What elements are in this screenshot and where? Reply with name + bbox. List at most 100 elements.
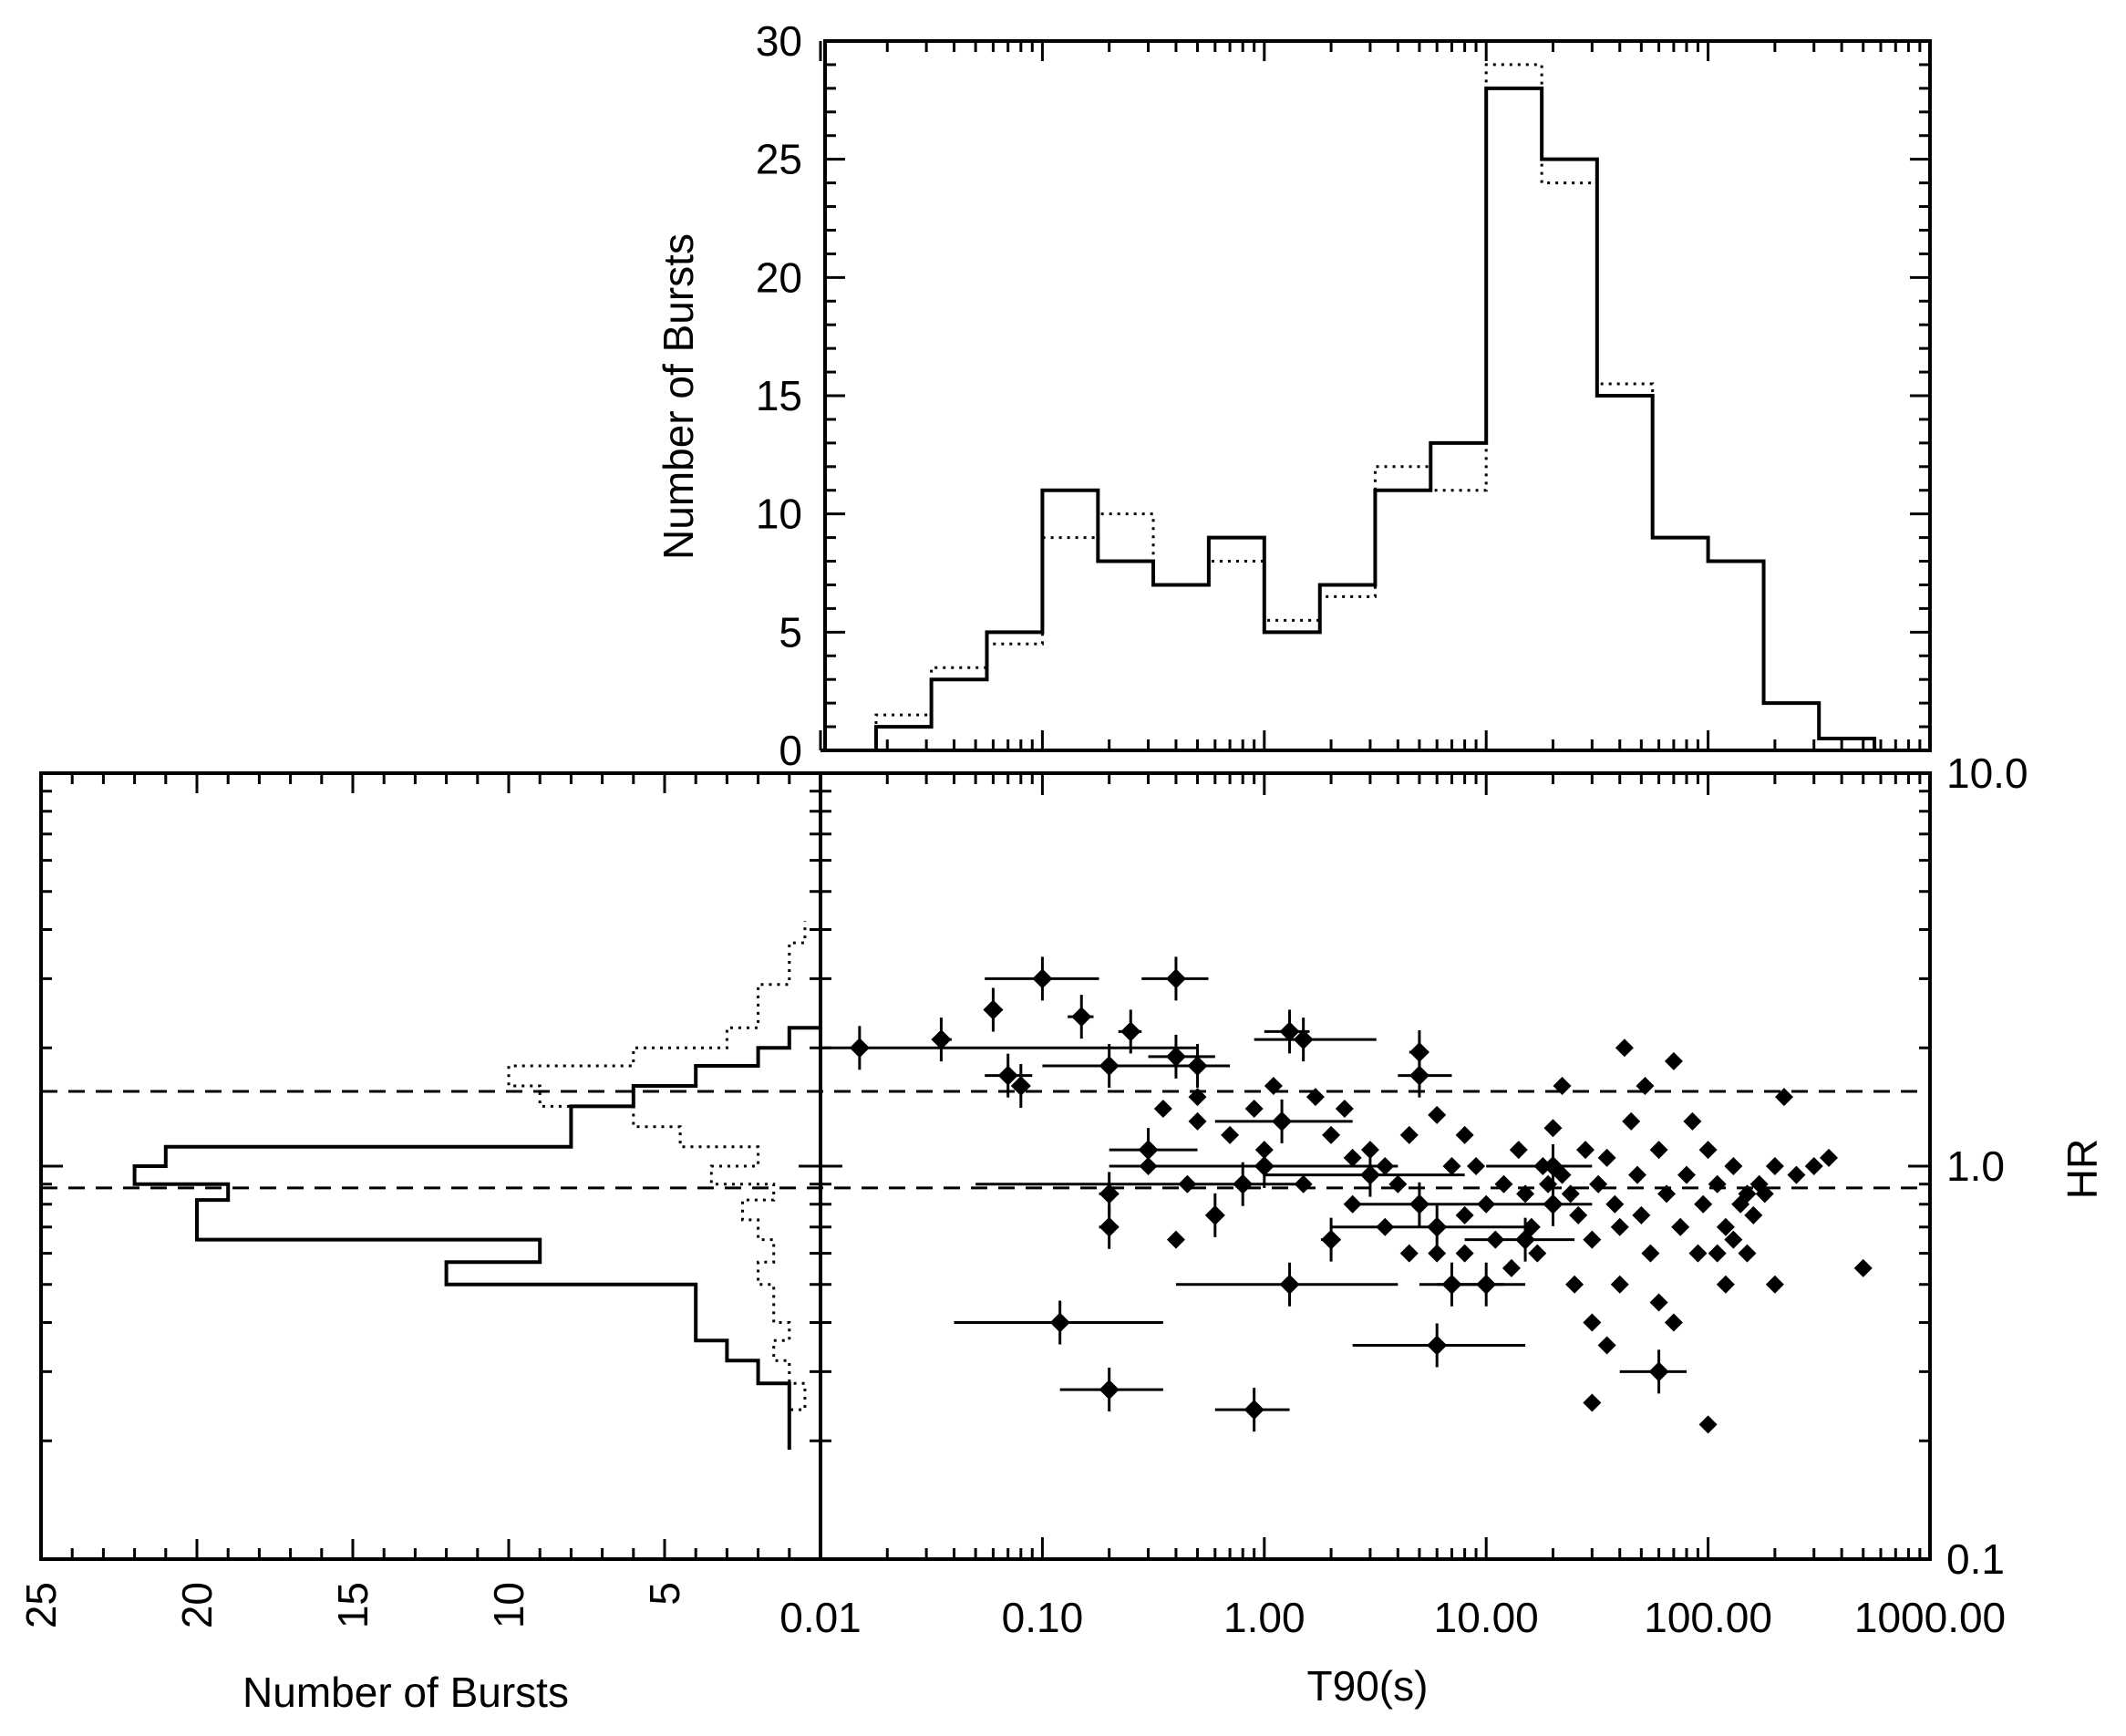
data-point [1409, 1065, 1429, 1086]
data-point [1120, 1021, 1141, 1042]
scatter-x-tick-label: 0.01 [779, 1594, 862, 1641]
top-y-tick-label: 5 [779, 608, 802, 656]
data-point [1254, 1141, 1274, 1160]
data-point [1165, 1046, 1186, 1067]
scatter-x-tick-label: 1.00 [1223, 1594, 1306, 1641]
data-point [1467, 1157, 1486, 1175]
top-y-tick-label: 20 [756, 253, 802, 301]
data-point [1032, 968, 1053, 989]
top-y-tick-labels: 0 5 10 15 20 25 30 [756, 17, 802, 774]
scatter-panel: 0.01 0.10 1.00 10.00 100.00 1000.00 0.1 1.0 10.… [41, 749, 2106, 1710]
data-point [1698, 1415, 1718, 1434]
data-point [1522, 1217, 1541, 1236]
data-point [1188, 1088, 1207, 1107]
data-point [1605, 1194, 1625, 1214]
scatter-y-tick-labels: 0.1 1.0 10.0 [1946, 749, 2028, 1583]
data-point [1636, 1077, 1655, 1096]
data-point [1359, 1164, 1380, 1185]
data-point [1641, 1244, 1660, 1263]
data-point [1648, 1361, 1669, 1382]
data-point [1178, 1174, 1197, 1194]
data-point [1716, 1217, 1735, 1236]
data-point [1427, 1216, 1448, 1237]
scatter-y-tick-label: 10.0 [1946, 749, 2028, 797]
data-point [1622, 1111, 1641, 1131]
data-point [1724, 1157, 1743, 1175]
data-point [1694, 1194, 1713, 1214]
left-x-tick-label: 20 [173, 1582, 221, 1628]
data-point [1442, 1157, 1461, 1175]
data-point [1657, 1184, 1677, 1204]
data-point [1455, 1205, 1474, 1224]
scatter-x-tick-label: 0.10 [1002, 1594, 1084, 1641]
top-y-tick-label: 15 [756, 372, 802, 419]
data-point [1509, 1141, 1528, 1160]
scatter-x-axis-title: T90(s) [1307, 1662, 1429, 1710]
left-x-axis-title: Number of Bursts [243, 1669, 569, 1716]
left-x-tick-label: 25 [17, 1582, 65, 1628]
t90-letter: T90(s) [1307, 1662, 1429, 1710]
data-point [1360, 1141, 1379, 1160]
data-point [1543, 1119, 1563, 1138]
data-point [1279, 1274, 1300, 1295]
data-point [1279, 1021, 1300, 1042]
data-point [1233, 1173, 1254, 1194]
data-point [1765, 1275, 1784, 1294]
data-point [1188, 1111, 1207, 1131]
data-point [1409, 1041, 1429, 1062]
top-series-dotted [820, 63, 1930, 752]
data-point [1204, 1204, 1225, 1225]
data-point [1632, 1205, 1651, 1224]
data-point [1597, 1148, 1616, 1167]
data-point [1376, 1157, 1395, 1175]
data-point [1221, 1125, 1240, 1144]
data-point [1409, 1194, 1429, 1214]
data-point [1688, 1244, 1708, 1263]
scatter-ticks [41, 773, 1930, 1561]
data-point [1683, 1111, 1702, 1131]
data-point [1254, 1156, 1275, 1176]
data-point [1293, 1029, 1314, 1050]
top-y-tick-label: 25 [756, 136, 802, 183]
left-x-tick-label: 15 [329, 1582, 377, 1628]
data-point [1774, 1088, 1793, 1107]
data-point [1099, 1055, 1120, 1076]
data-point [849, 1038, 870, 1059]
data-point [1569, 1205, 1588, 1224]
data-point [1455, 1125, 1474, 1144]
data-point [1597, 1336, 1616, 1355]
data-point [1649, 1141, 1668, 1160]
data-point [1187, 1055, 1208, 1076]
data-point [1244, 1100, 1264, 1119]
data-point [1071, 1007, 1092, 1028]
data-point [1388, 1174, 1408, 1194]
data-point [1565, 1275, 1584, 1294]
left-series [132, 921, 822, 1450]
data-point [1477, 1194, 1496, 1214]
left-x-tick-label: 10 [485, 1582, 532, 1628]
top-y-axis-title: Number of Bursts [655, 233, 702, 560]
data-point [1664, 1313, 1683, 1332]
data-point [1010, 1076, 1031, 1097]
left-histogram-panel: 25 20 15 10 5 Number of Bursts [17, 771, 822, 1716]
data-point [1576, 1141, 1595, 1160]
scatter-points [820, 956, 1873, 1434]
data-point [1399, 1244, 1419, 1263]
data-point [931, 1029, 952, 1050]
data-point [997, 1065, 1018, 1086]
top-y-tick-label: 30 [756, 17, 802, 65]
data-point [1738, 1244, 1757, 1263]
data-point [1583, 1230, 1602, 1249]
data-point [1677, 1165, 1697, 1184]
data-point [1399, 1125, 1419, 1144]
data-point [1615, 1038, 1634, 1058]
data-point [1516, 1184, 1535, 1204]
data-point [1376, 1217, 1395, 1236]
data-point [1138, 1140, 1159, 1161]
data-point [1664, 1051, 1683, 1070]
data-point [1322, 1125, 1341, 1144]
data-point [983, 999, 1004, 1020]
scatter-x-tick-label: 10.00 [1434, 1594, 1539, 1641]
data-point [1583, 1393, 1602, 1412]
